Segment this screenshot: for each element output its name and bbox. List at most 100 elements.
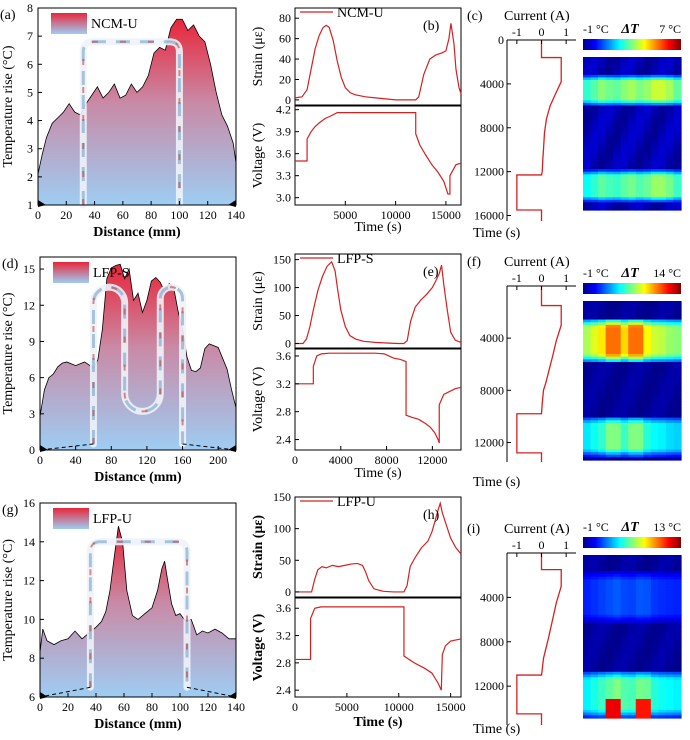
heatmap-cell [658, 115, 667, 119]
heatmap-cell [598, 113, 607, 117]
heatmap-cell [583, 396, 592, 400]
heatmap-cell [628, 609, 637, 613]
heatmap-cell [583, 77, 592, 81]
heatmap-cell [613, 148, 622, 152]
heatmap-cell [650, 161, 659, 165]
axes-frame-e_strain [294, 253, 462, 349]
heatmap-cell [583, 148, 592, 152]
heatmap-cell [673, 359, 682, 363]
heatmap-cell [635, 351, 644, 355]
heatmap-cell [658, 189, 667, 193]
heatmap-cell [658, 396, 667, 400]
heatmap-cell [590, 698, 599, 703]
heatmap-cell [650, 690, 659, 695]
heatmap-cell [665, 679, 675, 684]
heatmap-cell [605, 563, 614, 567]
heatmap-cell [650, 359, 659, 363]
heatmap-cell [590, 641, 599, 646]
heatmap-cell [605, 110, 614, 114]
heatmap-cell [673, 641, 682, 646]
heatmap-cell [583, 161, 592, 165]
heatmap-cell [673, 422, 682, 427]
heatmap-cell [583, 375, 592, 379]
heatmap-cell [658, 669, 667, 673]
heatmap-cell [613, 701, 622, 706]
heatmap-cell [583, 327, 592, 331]
heatmap-cell [598, 568, 607, 572]
heatmap-cell [643, 133, 652, 137]
heatmap-cell [635, 454, 644, 458]
y-axis-label: Temperature rise (°C) [1, 292, 16, 414]
heatmap-cell [635, 174, 644, 178]
heatmap-cell [598, 319, 607, 323]
heatmap-cell [673, 587, 682, 591]
heatmap-cell [613, 130, 622, 135]
heatmap-cell [650, 113, 659, 117]
heatmap-cell [598, 446, 607, 450]
heatmap-cell [598, 414, 607, 419]
heatmap-cell [643, 571, 652, 575]
heatmap-cell [590, 148, 599, 152]
heatmap-cell [620, 319, 629, 323]
heatmap-cell [628, 457, 637, 461]
heatmap-cell [613, 151, 622, 155]
x-axis-label: Time (s) [354, 466, 402, 481]
heatmap-cell [590, 143, 599, 147]
heatmap-cell [643, 375, 652, 379]
heatmap-cell [598, 79, 607, 84]
heatmap-cell [665, 409, 675, 413]
heatmap-cell [620, 422, 629, 427]
heatmap-cell [605, 385, 614, 390]
heatmap-cell [628, 138, 637, 142]
heatmap-cell [650, 698, 659, 703]
panel-label: (h) [423, 508, 440, 523]
heatmap-cell [650, 652, 659, 657]
heatmap-cell [673, 176, 682, 180]
heatmap-cell [590, 658, 599, 662]
heatmap-cell [643, 354, 652, 358]
heatmap-cell [620, 367, 629, 371]
heatmap-cell [658, 324, 667, 329]
heatmap-cell [643, 197, 652, 201]
heatmap-cell [620, 354, 629, 358]
heatmap-cell [635, 555, 644, 559]
heatmap-cell [665, 388, 675, 392]
heatmap-cell [635, 457, 644, 461]
heatmap-cell [605, 166, 614, 170]
heatmap-cell [590, 399, 599, 403]
heatmap-cell [658, 631, 667, 635]
heatmap-cell [583, 130, 592, 135]
heatmap-cell [635, 391, 644, 395]
series-line-b_voltage [295, 111, 462, 195]
heatmap-cell [628, 319, 637, 323]
heatmap-cell [583, 346, 592, 350]
heatmap-cell [590, 603, 599, 608]
heatmap-cell [665, 115, 675, 119]
heatmap-cell [598, 335, 607, 339]
heatmap-cell [658, 709, 667, 714]
heatmap-cell [650, 151, 659, 155]
heatmap-cell [590, 97, 599, 101]
heatmap-cell [628, 204, 637, 209]
heatmap-cell [583, 118, 592, 122]
heatmap-cell [613, 87, 622, 91]
heatmap-cell [665, 90, 675, 94]
heatmap-cell [643, 417, 652, 421]
heatmap-cell [650, 176, 659, 180]
heatmap-cell [665, 351, 675, 355]
heatmap-cell [665, 207, 675, 211]
heatmap-cell [620, 383, 629, 387]
heatmap-cell [635, 184, 644, 188]
heatmap-cell [658, 90, 667, 94]
heatmap-cell [613, 125, 622, 129]
heatmap-cell [598, 598, 607, 602]
heatmap-cell [665, 636, 675, 640]
heatmap-cell [590, 133, 599, 137]
heatmap-cell [650, 399, 659, 403]
heatmap-cell [628, 141, 637, 145]
heatmap-cell [605, 404, 614, 408]
heatmap-cell [590, 348, 599, 352]
heatmap-cell [590, 388, 599, 392]
heatmap-cell [605, 407, 614, 411]
heatmap-cell [583, 141, 592, 145]
